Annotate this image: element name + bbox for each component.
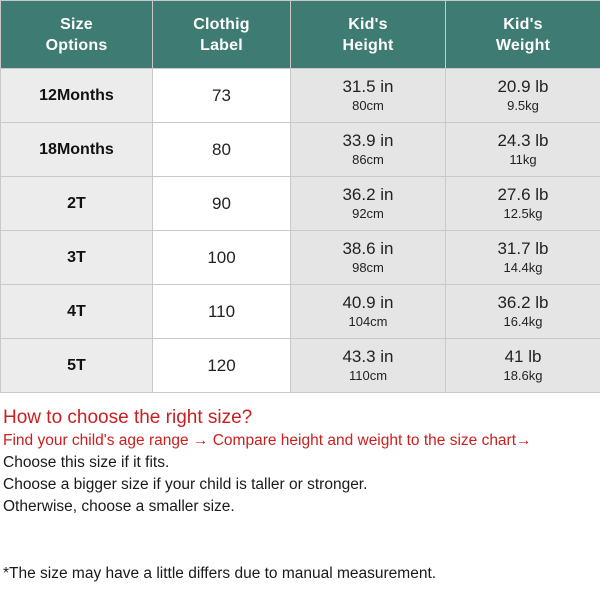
weight-cell: 31.7 lb 14.4kg [445, 230, 600, 285]
weight-kg: 11kg [509, 152, 537, 167]
table-header-row: Size Options Clothig Label Kid's Height … [0, 0, 600, 69]
weight-pounds: 31.7 lb [497, 239, 549, 258]
height-inches: 40.9 in [342, 293, 394, 312]
weight-pounds: 41 lb [504, 347, 542, 366]
size-option-cell: 12Months [0, 68, 153, 123]
table-row: 4T 110 40.9 in 104cm 36.2 lb 16.4kg [0, 284, 600, 339]
weight-kg: 12.5kg [503, 206, 543, 221]
guide-title: How to choose the right size? [3, 407, 253, 428]
clothing-label-cell: 90 [152, 176, 291, 231]
guide-line-smaller: Otherwise, choose a smaller size. [3, 498, 235, 515]
height-inches: 31.5 in [342, 77, 394, 96]
weight-cell: 41 lb 18.6kg [445, 338, 600, 393]
weight-cell: 36.2 lb 16.4kg [445, 284, 600, 339]
weight-kg: 9.5kg [507, 98, 539, 113]
guide-line-fits: Choose this size if it fits. [3, 454, 170, 471]
clothing-label-cell: 120 [152, 338, 291, 393]
height-cm: 92cm [352, 206, 384, 221]
weight-pounds: 20.9 lb [497, 77, 549, 96]
table-row: 2T 90 36.2 in 92cm 27.6 lb 12.5kg [0, 176, 600, 231]
weight-pounds: 27.6 lb [497, 185, 549, 204]
height-cell: 43.3 in 110cm [290, 338, 446, 393]
height-cm: 110cm [348, 368, 388, 383]
table-row: 3T 100 38.6 in 98cm 31.7 lb 14.4kg [0, 230, 600, 285]
height-cell: 38.6 in 98cm [290, 230, 446, 285]
header-kids-weight: Kid's Weight [445, 0, 600, 69]
weight-cell: 24.3 lb 11kg [445, 122, 600, 177]
weight-pounds: 36.2 lb [497, 293, 549, 312]
height-inches: 43.3 in [342, 347, 394, 366]
height-cm: 80cm [352, 98, 384, 113]
clothing-label-cell: 73 [152, 68, 291, 123]
height-cm: 104cm [348, 314, 388, 329]
weight-kg: 14.4kg [503, 260, 543, 275]
size-option-cell: 5T [0, 338, 153, 393]
weight-kg: 16.4kg [503, 314, 543, 329]
clothing-label-cell: 110 [152, 284, 291, 339]
size-option-cell: 18Months [0, 122, 153, 177]
height-cell: 31.5 in 80cm [290, 68, 446, 123]
weight-cell: 20.9 lb 9.5kg [445, 68, 600, 123]
weight-kg: 18.6kg [503, 368, 543, 383]
table-row: 5T 120 43.3 in 110cm 41 lb 18.6kg [0, 338, 600, 393]
header-size-options-line1: Size [60, 15, 93, 33]
size-option-cell: 3T [0, 230, 153, 285]
size-option-cell: 4T [0, 284, 153, 339]
weight-cell: 27.6 lb 12.5kg [445, 176, 600, 231]
measurement-note: *The size may have a little differs due … [3, 565, 437, 582]
header-kids-weight-line2: Weight [495, 36, 551, 54]
height-cell: 40.9 in 104cm [290, 284, 446, 339]
table-row: 12Months 73 31.5 in 80cm 20.9 lb 9.5kg [0, 68, 600, 123]
weight-pounds: 24.3 lb [497, 131, 549, 150]
header-kids-height-line1: Kid's [348, 15, 388, 33]
clothing-label-cell: 100 [152, 230, 291, 285]
height-cell: 33.9 in 86cm [290, 122, 446, 177]
height-inches: 36.2 in [342, 185, 394, 204]
size-option-cell: 2T [0, 176, 153, 231]
header-clothing-label: Clothig Label [152, 0, 291, 69]
height-cm: 86cm [352, 152, 384, 167]
size-guide-section: How to choose the right size? Find your … [3, 405, 597, 582]
header-size-options: Size Options [0, 0, 153, 69]
header-size-options-line2: Options [45, 36, 108, 54]
height-cm: 98cm [352, 260, 384, 275]
clothing-label-cell: 80 [152, 122, 291, 177]
height-inches: 33.9 in [342, 131, 394, 150]
size-chart-table: Size Options Clothig Label Kid's Height … [0, 0, 600, 393]
guide-steps: Find your child's age range → Compare he… [3, 432, 532, 449]
height-cell: 36.2 in 92cm [290, 176, 446, 231]
guide-line-bigger: Choose a bigger size if your child is ta… [3, 476, 368, 493]
header-kids-height: Kid's Height [290, 0, 446, 69]
table-row: 18Months 80 33.9 in 86cm 24.3 lb 11kg [0, 122, 600, 177]
header-clothing-label-line1: Clothig [193, 15, 250, 33]
header-kids-height-line2: Height [342, 36, 394, 54]
height-inches: 38.6 in [342, 239, 394, 258]
header-kids-weight-line1: Kid's [503, 15, 543, 33]
header-clothing-label-line2: Label [200, 36, 243, 54]
